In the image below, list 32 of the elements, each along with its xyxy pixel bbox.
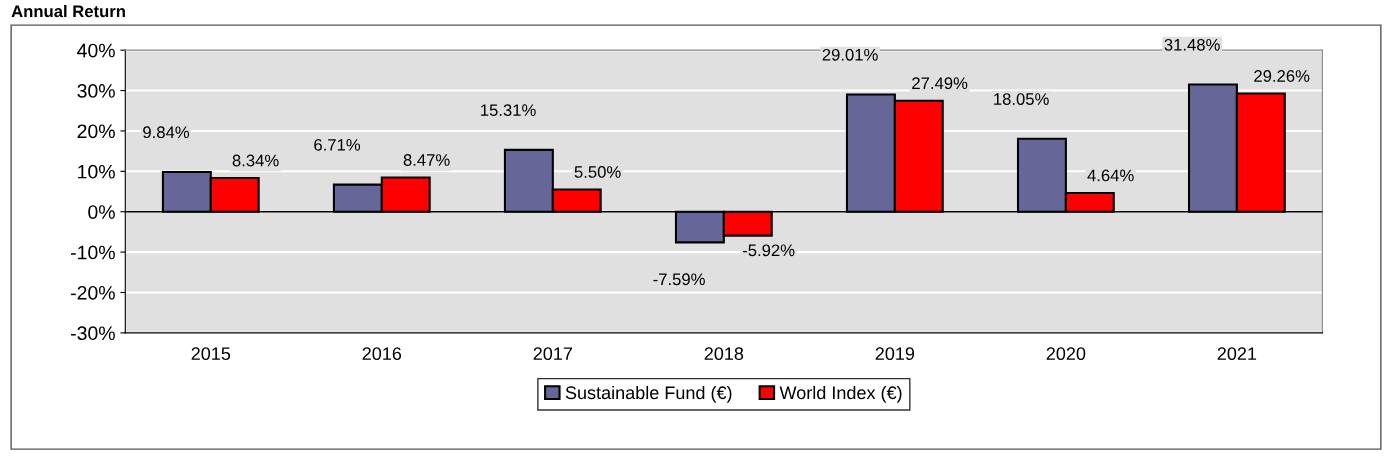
legend-label: Sustainable Fund (€) xyxy=(565,385,732,403)
y-tick-label: -30% xyxy=(71,326,115,341)
data-label: 5.50% xyxy=(574,166,621,178)
data-label: 9.84% xyxy=(143,126,190,139)
x-tick-label: 2017 xyxy=(533,347,572,361)
data-label: 15.31% xyxy=(481,104,536,117)
data-label: 18.05% xyxy=(994,93,1049,105)
data-label: 29.26% xyxy=(1254,70,1310,82)
data-label: 29.01% xyxy=(822,48,878,61)
x-tick-label: 2020 xyxy=(1046,347,1086,361)
x-tick-label: 2016 xyxy=(362,347,402,361)
data-label: 27.49% xyxy=(912,77,968,90)
y-tick-label: 30% xyxy=(77,84,115,98)
y-tick-label: 0% xyxy=(88,205,115,219)
chart-title: Annual Return xyxy=(11,4,125,18)
data-label: 8.47% xyxy=(403,154,450,166)
data-label: 31.48% xyxy=(1164,38,1220,51)
data-label: 6.71% xyxy=(314,138,361,151)
data-label: 4.64% xyxy=(1087,169,1134,182)
x-tick-label: 2021 xyxy=(1217,347,1257,361)
x-tick-label: 2015 xyxy=(191,347,231,361)
y-tick-label: 40% xyxy=(77,43,115,58)
x-tick-label: 2018 xyxy=(704,347,744,361)
data-label: 8.34% xyxy=(232,154,279,167)
legend-label: World Index (€) xyxy=(779,385,902,403)
data-label: -5.92% xyxy=(742,244,795,257)
y-tick-label: 10% xyxy=(78,164,115,179)
y-tick-label: -10% xyxy=(71,245,115,260)
y-tick-label: -20% xyxy=(71,285,115,300)
x-tick-label: 2019 xyxy=(875,347,915,361)
data-label: -7.59% xyxy=(653,273,705,286)
y-tick-label: 20% xyxy=(77,124,115,139)
